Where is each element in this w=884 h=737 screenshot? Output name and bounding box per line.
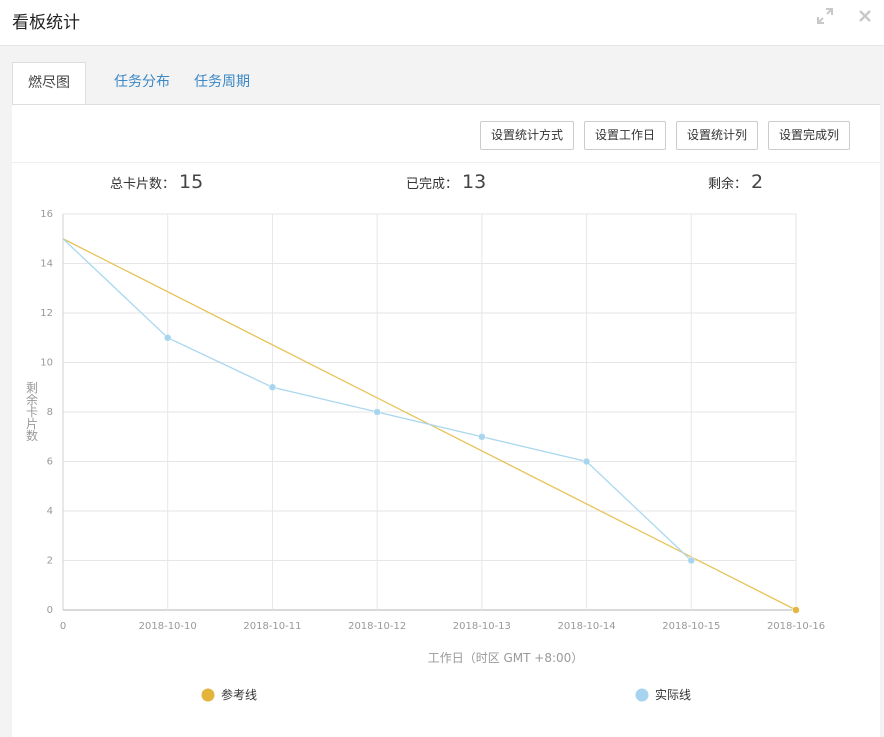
y-tick-label: 14 bbox=[40, 259, 53, 270]
legend-marker bbox=[635, 688, 649, 702]
legend-label: 参考线 bbox=[221, 687, 257, 702]
y-tick-label: 2 bbox=[47, 556, 53, 567]
dialog-header: 看板统计 bbox=[0, 0, 884, 46]
remaining-label: 剩余： bbox=[708, 177, 748, 192]
x-tick-label: 2018-10-11 bbox=[243, 621, 301, 632]
set-stat-mode-button[interactable]: 设置统计方式 bbox=[480, 121, 574, 150]
dialog-title: 看板统计 bbox=[12, 13, 80, 33]
legend-label: 实际线 bbox=[655, 687, 691, 702]
tab-burndown[interactable]: 燃尽图 bbox=[12, 62, 86, 105]
y-tick-label: 4 bbox=[47, 506, 53, 517]
burndown-panel: 设置统计方式 设置工作日 设置统计列 设置完成列 总卡片数： 15 已完成： 13 … bbox=[12, 104, 880, 737]
y-tick-label: 16 bbox=[40, 209, 53, 220]
legend-marker bbox=[201, 688, 215, 702]
expand-icon[interactable] bbox=[816, 7, 834, 25]
close-icon[interactable] bbox=[856, 7, 874, 25]
y-tick-label: 10 bbox=[40, 358, 53, 369]
toolbar: 设置统计方式 设置工作日 设置统计列 设置完成列 bbox=[12, 105, 880, 163]
remaining-stat: 剩余： 2 bbox=[708, 171, 763, 193]
total-cards-label: 总卡片数： bbox=[110, 177, 176, 192]
completed-value: 13 bbox=[462, 171, 487, 193]
tab-task-cycle[interactable]: 任务周期 bbox=[194, 74, 250, 90]
tab-task-distribution[interactable]: 任务分布 bbox=[114, 74, 170, 90]
completed-stat: 已完成： 13 bbox=[406, 171, 486, 193]
burndown-chart: 0 2 4 6 8 10 12 14 16 0 2018-10-10 2018-10-11 2018-1… bbox=[26, 209, 825, 702]
x-tick-label: 2018-10-13 bbox=[453, 621, 511, 632]
x-tick-label: 2018-10-10 bbox=[139, 621, 197, 632]
total-cards-stat: 总卡片数： 15 bbox=[110, 171, 203, 193]
y-tick-label: 8 bbox=[47, 407, 53, 418]
x-tick-label: 2018-10-12 bbox=[348, 621, 406, 632]
y-tick-label: 6 bbox=[47, 457, 53, 468]
x-tick-label: 2018-10-16 bbox=[767, 621, 825, 632]
data-point[interactable] bbox=[792, 606, 800, 614]
data-point[interactable] bbox=[268, 383, 277, 391]
x-axis-title: 工作日（时区 GMT +8:00） bbox=[428, 651, 584, 665]
total-cards-value: 15 bbox=[179, 171, 204, 193]
data-point[interactable] bbox=[373, 408, 381, 416]
data-point[interactable] bbox=[478, 433, 486, 441]
remaining-value: 2 bbox=[751, 171, 764, 193]
data-point[interactable] bbox=[163, 334, 172, 342]
x-tick-label: 2018-10-14 bbox=[558, 621, 616, 632]
y-tick-label: 0 bbox=[47, 605, 53, 616]
x-tick-label: 0 bbox=[60, 621, 66, 632]
set-stat-column-button[interactable]: 设置统计列 bbox=[676, 121, 758, 150]
data-point[interactable] bbox=[582, 457, 591, 466]
data-point[interactable] bbox=[687, 556, 696, 565]
x-tick-label: 2018-10-15 bbox=[662, 621, 720, 632]
y-axis-title: 剩余卡片数 bbox=[26, 381, 38, 443]
completed-label: 已完成： bbox=[406, 177, 459, 192]
set-done-column-button[interactable]: 设置完成列 bbox=[768, 121, 850, 150]
y-tick-label: 12 bbox=[40, 308, 53, 319]
set-workday-button[interactable]: 设置工作日 bbox=[584, 121, 666, 150]
